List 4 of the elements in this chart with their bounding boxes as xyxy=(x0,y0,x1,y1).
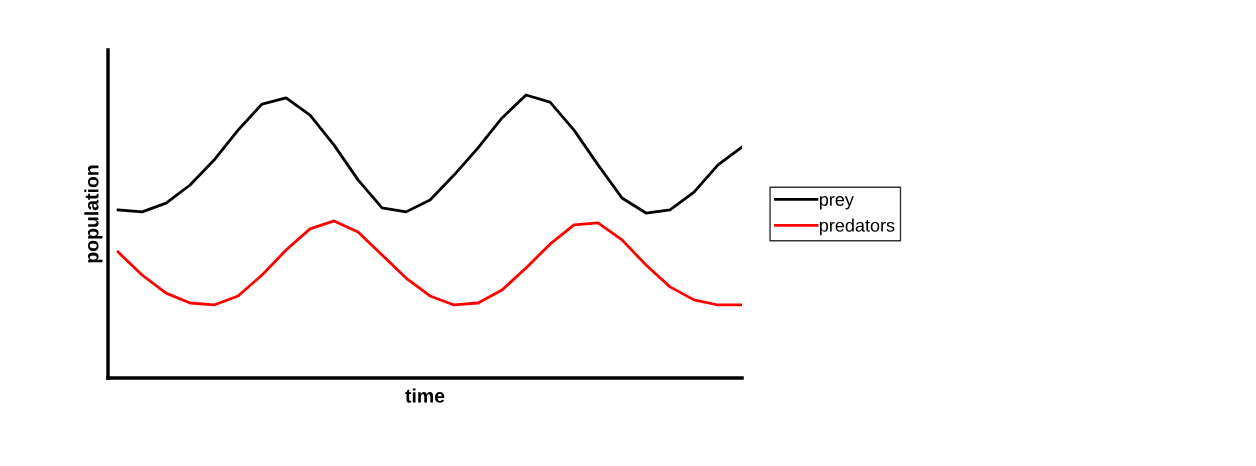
legend-label: predators xyxy=(819,218,895,236)
x-axis-title: time xyxy=(405,388,445,403)
y-axis-title: population xyxy=(84,165,103,263)
legend-label: prey xyxy=(819,196,854,210)
